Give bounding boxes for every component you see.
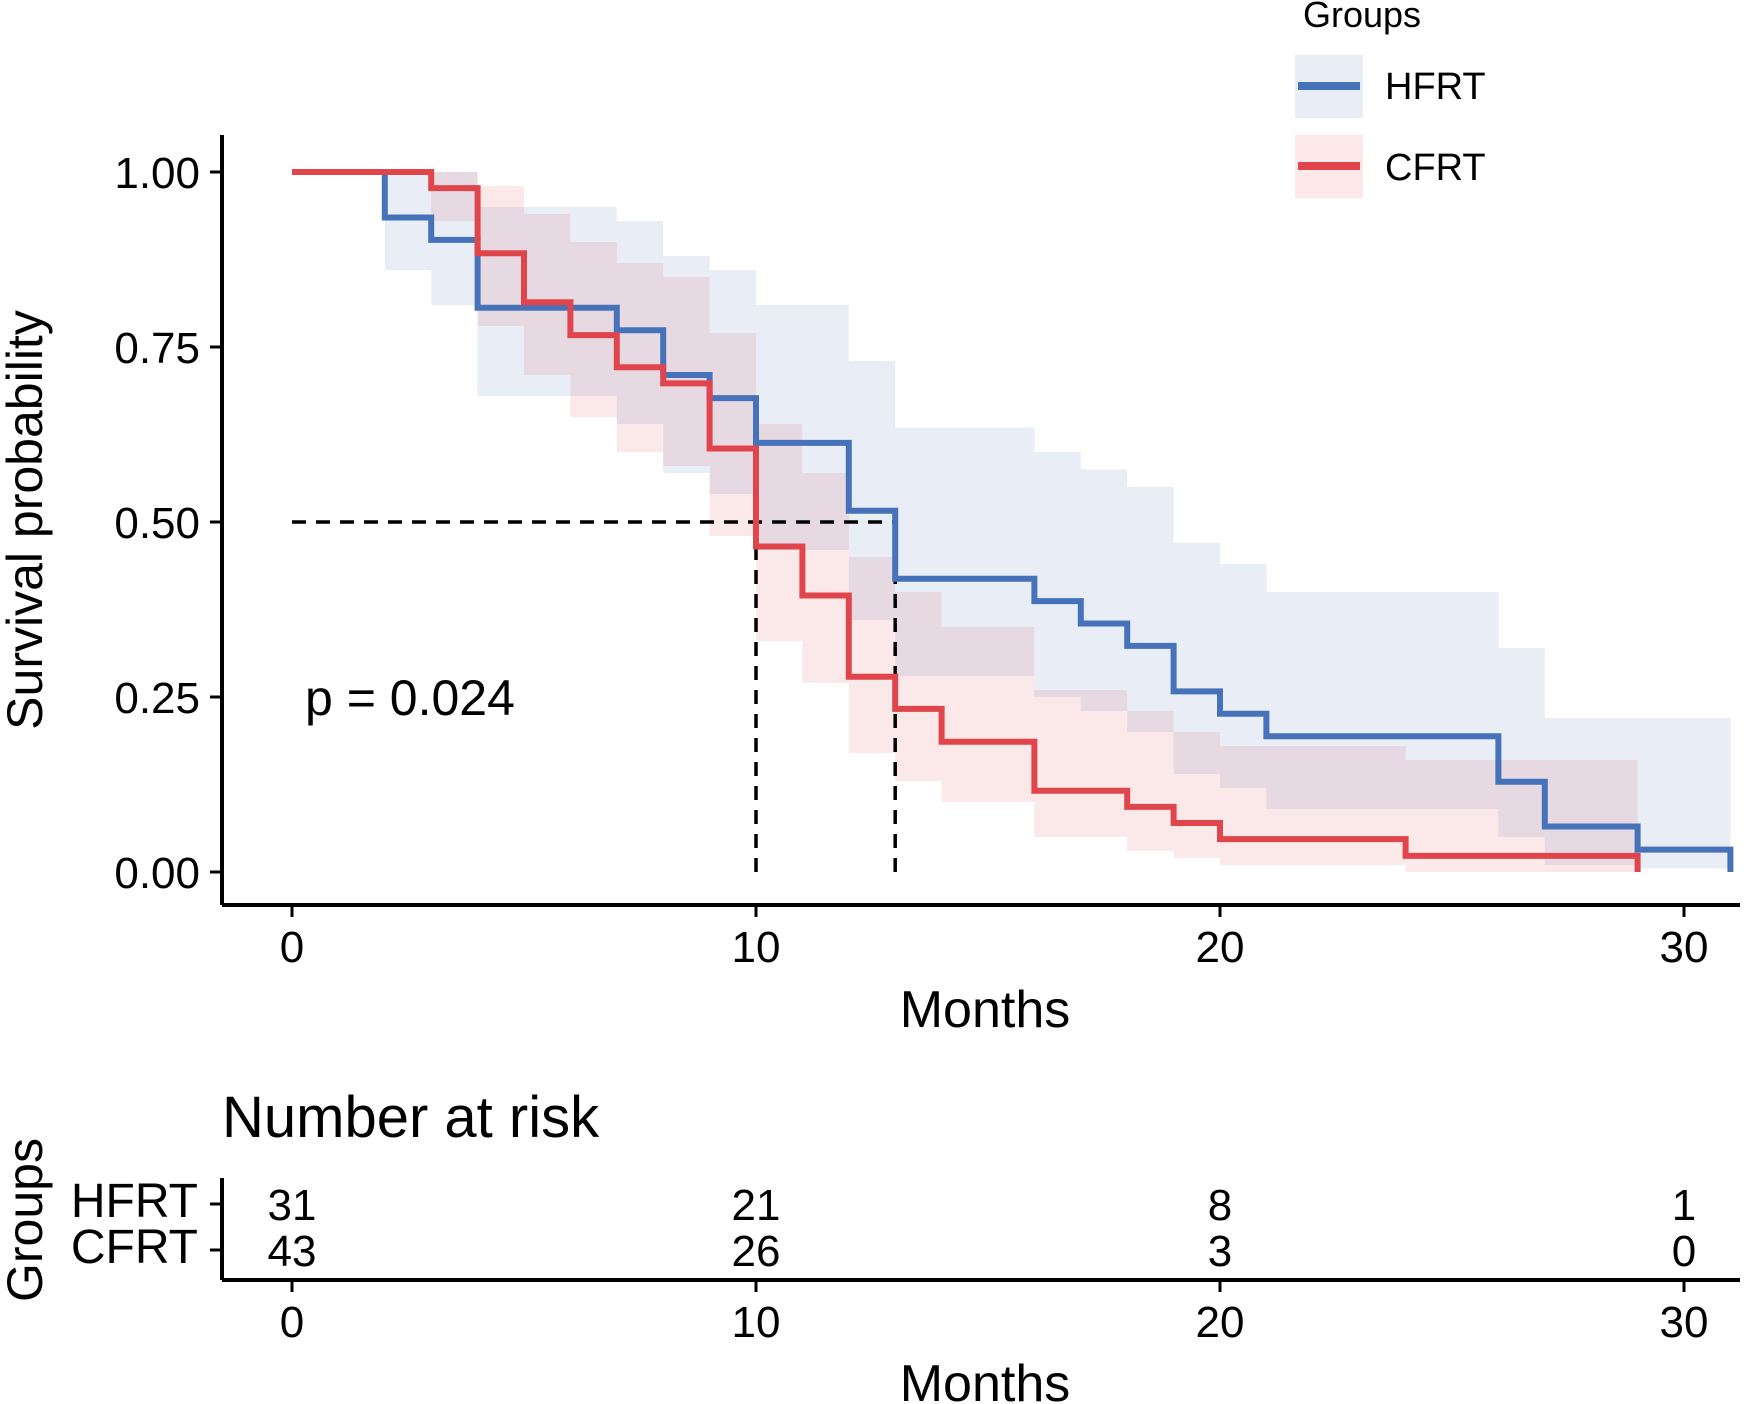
legend-label-cfrt: CFRT <box>1385 147 1486 189</box>
risk-x-tick-label: 0 <box>280 1298 304 1347</box>
risk-count-cfrt: 0 <box>1672 1227 1696 1276</box>
survival-curves <box>292 169 1734 872</box>
risk-count-hfrt: 31 <box>268 1181 317 1230</box>
p-value-label: p = 0.024 <box>305 670 515 726</box>
risk-row-label-hfrt: HFRT <box>71 1175 198 1228</box>
km-plot: 0.00 0.25 0.50 0.75 1.00 0 10 20 30 p = 0.024 M… <box>0 135 1740 1039</box>
risk-count-cfrt: 43 <box>268 1227 317 1276</box>
survival-curve-cfrt <box>292 169 1641 872</box>
risk-count-hfrt: 1 <box>1672 1181 1696 1230</box>
x-axis-title: Months <box>900 981 1071 1039</box>
y-tick-label: 0.75 <box>114 324 200 373</box>
risk-count-hfrt: 8 <box>1208 1181 1232 1230</box>
y-tick-label: 1.00 <box>114 149 200 198</box>
confidence-bands <box>292 172 1731 872</box>
ci-band-hfrt <box>292 172 1731 872</box>
x-tick-label: 0 <box>280 923 304 972</box>
risk-x-axis-title: Months <box>900 1355 1071 1404</box>
risk-x-ticks: 0 10 20 30 <box>280 1280 1709 1347</box>
risk-counts: 31 21 8 1 43 26 3 0 <box>268 1181 1697 1276</box>
risk-count-hfrt: 21 <box>732 1181 781 1230</box>
risk-count-cfrt: 26 <box>732 1227 781 1276</box>
risk-x-tick-label: 20 <box>1196 1298 1245 1347</box>
risk-table-title: Number at risk <box>222 1085 600 1150</box>
risk-x-tick-label: 10 <box>732 1298 781 1347</box>
risk-count-cfrt: 3 <box>1208 1227 1232 1276</box>
y-tick-label: 0.50 <box>114 499 200 548</box>
legend-label-hfrt: HFRT <box>1385 66 1486 108</box>
risk-table-y-title: Groups <box>0 1138 53 1302</box>
ci-band-cfrt <box>292 172 1638 872</box>
legend: Groups HFRT CFRT <box>1295 0 1486 198</box>
x-ticks: 0 10 20 30 <box>280 905 1709 972</box>
legend-title: Groups <box>1303 0 1421 35</box>
survival-curve-hfrt <box>292 169 1734 872</box>
y-tick-label: 0.25 <box>114 674 200 723</box>
risk-row-label-cfrt: CFRT <box>71 1221 198 1274</box>
y-ticks: 0.00 0.25 0.50 0.75 1.00 <box>114 149 222 898</box>
x-tick-label: 30 <box>1660 923 1709 972</box>
y-tick-label: 0.00 <box>114 849 200 898</box>
x-tick-label: 10 <box>732 923 781 972</box>
y-axis-title: Survival probability <box>0 310 53 730</box>
x-tick-label: 20 <box>1196 923 1245 972</box>
risk-x-tick-label: 30 <box>1660 1298 1709 1347</box>
risk-table: Number at risk Groups HFRT CFRT 31 21 8 1 43… <box>0 1085 1740 1404</box>
